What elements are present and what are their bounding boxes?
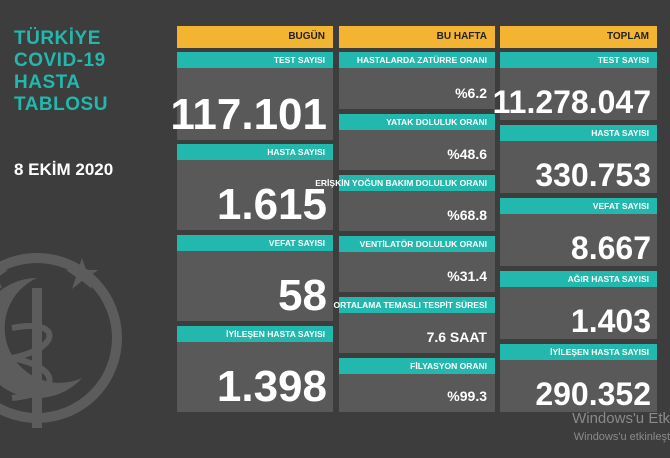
card-value: 11.278.047	[492, 84, 651, 120]
week-pneumonia-card: HASTALARDA ZATÜRRE ORANI %6.2	[339, 52, 495, 109]
week-filiation-card: FİLYASYON ORANI %99.3	[339, 358, 495, 412]
title-line: HASTA	[14, 72, 81, 93]
windows-activation-watermark: Windows'u Etk	[572, 410, 670, 427]
card-label: ORTALAMA TEMASLI TESPİT SÜRESİ	[333, 300, 487, 310]
card-label: AĞIR HASTA SAYISI	[567, 274, 649, 284]
card-value: 1.403	[570, 303, 651, 339]
title-line: COVID-19	[14, 50, 106, 71]
card-label: VENTİLATÖR DOLULUK ORANI	[359, 239, 487, 249]
total-cases-card: HASTA SAYISI 330.753	[500, 125, 657, 193]
week-ventilator-card: VENTİLATÖR DOLULUK ORANI %31.4	[339, 236, 495, 292]
windows-activation-watermark-sub: Windows'u etkinleşt	[573, 431, 670, 443]
card-label: VEFAT SAYISI	[268, 238, 325, 248]
card-label: HASTA SAYISI	[591, 128, 649, 138]
today-deaths-card: VEFAT SAYISI 58	[177, 235, 333, 321]
total-header: TOPLAM	[500, 26, 657, 48]
week-column: BU HAFTA HASTALARDA ZATÜRRE ORANI %6.2 Y…	[315, 26, 495, 416]
title-line: TABLOSU	[14, 94, 108, 115]
week-contact-time-card: ORTALAMA TEMASLI TESPİT SÜRESİ 7.6 SAAT	[334, 297, 495, 353]
today-recovered-card: İYİLEŞEN HASTA SAYISI 1.398	[177, 326, 333, 412]
week-icu-occupancy-card: ERİŞKİN YOĞUN BAKIM DOLULUK ORANI %68.8	[315, 175, 495, 231]
card-value: 1.398	[216, 362, 327, 411]
card-value: 290.352	[535, 376, 651, 412]
card-value: %99.3	[447, 388, 487, 404]
card-label: YATAK DOLULUK ORANI	[386, 117, 487, 127]
card-label: TEST SAYISI	[273, 55, 325, 65]
today-test-card: TEST SAYISI 117.101	[170, 52, 333, 140]
card-label: FİLYASYON ORANI	[410, 361, 487, 371]
today-cases-card: HASTA SAYISI 1.615	[177, 144, 333, 230]
card-value: 1.615	[216, 180, 327, 229]
card-value: %31.4	[447, 268, 487, 284]
today-column: BUGÜN TEST SAYISI 117.101 HASTA SAYISI 1…	[170, 26, 333, 416]
total-critical-card: AĞIR HASTA SAYISI 1.403	[500, 271, 657, 339]
week-header: BU HAFTA	[339, 26, 495, 48]
card-label: ERİŞKİN YOĞUN BAKIM DOLULUK ORANI	[315, 178, 487, 188]
report-date: 8 EKİM 2020	[14, 160, 114, 179]
card-value: 58	[278, 271, 327, 320]
ministry-emblem-icon	[0, 253, 122, 428]
card-value: 8.667	[570, 230, 651, 266]
total-deaths-card: VEFAT SAYISI 8.667	[500, 198, 657, 266]
card-value: 330.753	[535, 157, 651, 193]
dashboard-title: TÜRKİYE COVID-19 HASTA TABLOSU	[14, 28, 108, 116]
card-label: İYİLEŞEN HASTA SAYISI	[550, 347, 649, 357]
card-value: 7.6 SAAT	[426, 329, 487, 345]
today-header: BUGÜN	[177, 26, 333, 48]
card-label: İYİLEŞEN HASTA SAYISI	[226, 329, 325, 339]
card-value: 117.101	[170, 90, 327, 139]
total-test-card: TEST SAYISI 11.278.047	[493, 52, 657, 120]
card-value: %6.2	[455, 85, 487, 101]
week-bed-occupancy-card: YATAK DOLULUK ORANI %48.6	[339, 114, 495, 170]
total-recovered-card: İYİLEŞEN HASTA SAYISI 290.352	[500, 344, 657, 412]
title-line: TÜRKİYE	[14, 28, 101, 49]
card-value: %48.6	[447, 146, 487, 162]
card-label: HASTALARDA ZATÜRRE ORANI	[356, 55, 487, 65]
total-column: TOPLAM TEST SAYISI 11.278.047 HASTA SAYI…	[493, 26, 657, 416]
card-label: VEFAT SAYISI	[592, 201, 649, 211]
card-label: TEST SAYISI	[597, 55, 649, 65]
card-label: HASTA SAYISI	[267, 147, 325, 157]
card-value: %68.8	[447, 207, 487, 223]
